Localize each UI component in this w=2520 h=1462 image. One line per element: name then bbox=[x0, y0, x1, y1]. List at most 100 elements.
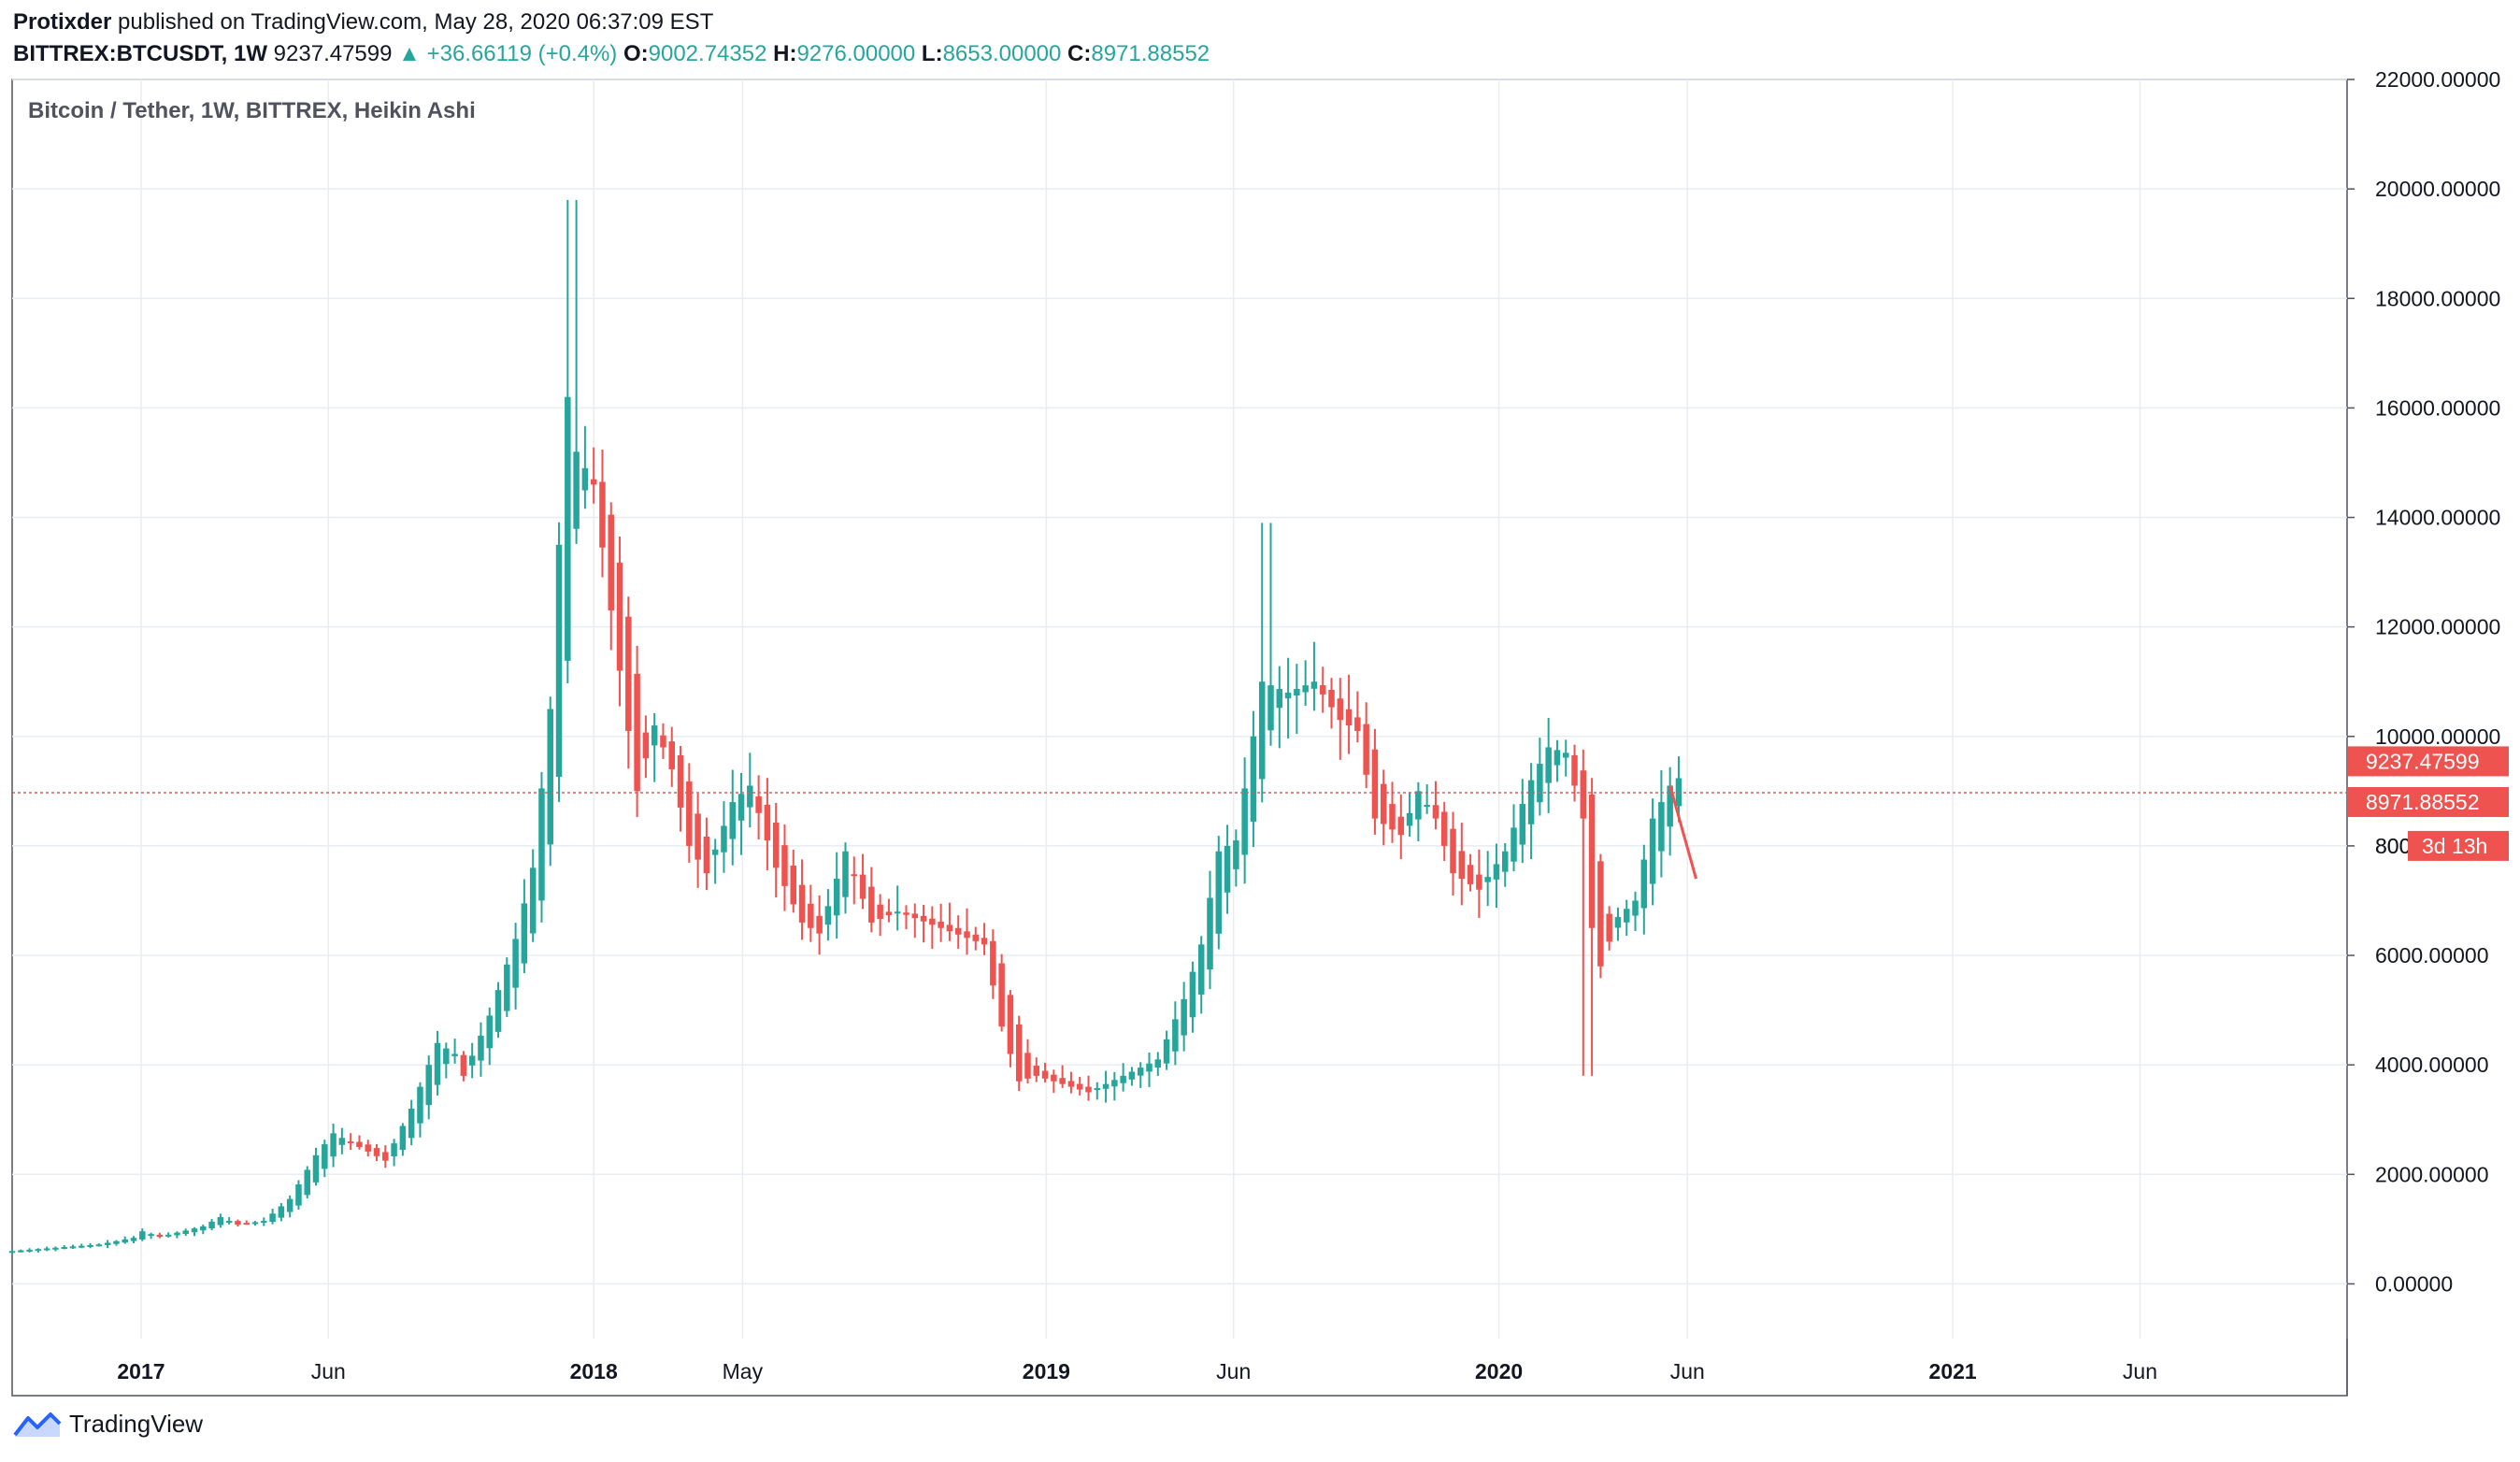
candle-body bbox=[885, 911, 893, 916]
high-value: 9276.00000 bbox=[796, 41, 916, 66]
candle-body bbox=[243, 1223, 250, 1226]
candle-body bbox=[1319, 685, 1326, 695]
candle-body bbox=[1120, 1075, 1126, 1083]
candle-body bbox=[1597, 861, 1604, 967]
candle-body bbox=[451, 1054, 458, 1056]
candle-body bbox=[512, 939, 519, 988]
candle-body bbox=[295, 1184, 302, 1206]
candle-body bbox=[677, 755, 684, 808]
candle-body bbox=[998, 963, 1005, 1027]
candle-body bbox=[1511, 827, 1517, 862]
candle-body bbox=[87, 1244, 93, 1247]
candle-body bbox=[35, 1249, 42, 1252]
candle-body bbox=[798, 884, 806, 923]
candle-body bbox=[711, 849, 719, 855]
close-label: C: bbox=[1067, 41, 1092, 66]
candle-body bbox=[1667, 785, 1673, 827]
candle-body bbox=[1389, 804, 1396, 830]
candle-body bbox=[747, 785, 753, 808]
candle-body bbox=[903, 912, 909, 915]
candle-body bbox=[529, 867, 537, 934]
tradingview-logo-icon bbox=[13, 1412, 62, 1437]
candle-body bbox=[1041, 1070, 1049, 1079]
candle-body bbox=[1354, 717, 1361, 731]
candle-body bbox=[43, 1248, 50, 1251]
candle-body bbox=[104, 1242, 111, 1245]
candle-body bbox=[347, 1141, 354, 1144]
open-label: O: bbox=[623, 41, 649, 66]
candle-body bbox=[868, 886, 875, 923]
tradingview-footer[interactable]: TradingView bbox=[13, 1410, 203, 1439]
candle-body bbox=[660, 735, 666, 748]
candle-body bbox=[590, 479, 597, 485]
candle-body bbox=[565, 396, 571, 661]
candle-body bbox=[113, 1240, 120, 1244]
candle-body bbox=[1545, 747, 1552, 783]
candle-body bbox=[755, 796, 762, 813]
candle-body bbox=[1424, 804, 1430, 807]
candle-body bbox=[1649, 818, 1656, 884]
candle-body bbox=[1614, 917, 1622, 928]
symbol-info: BITTREX:BTCUSDT, 1W 9237.47599 ▲ +36.661… bbox=[13, 41, 1210, 67]
candle-body bbox=[625, 616, 632, 731]
y-tick-label: 18000.00000 bbox=[2375, 286, 2500, 310]
candle-body bbox=[1076, 1083, 1083, 1090]
candle-body bbox=[1562, 752, 1569, 758]
candle-body bbox=[599, 481, 606, 548]
candle-body bbox=[468, 1055, 476, 1066]
countdown-text: 3d 13h bbox=[2422, 834, 2487, 858]
candle-body bbox=[929, 918, 936, 925]
price-label-box bbox=[2348, 746, 2509, 777]
candle-body bbox=[1233, 840, 1239, 869]
candle-body bbox=[373, 1148, 380, 1156]
price-chart[interactable]: 0.000002000.000004000.000006000.00000800… bbox=[0, 0, 2520, 1402]
candle-body bbox=[824, 906, 832, 925]
candle-body bbox=[217, 1216, 224, 1226]
candle-body bbox=[1588, 794, 1596, 928]
candle-body bbox=[833, 879, 840, 916]
candle-body bbox=[668, 741, 676, 769]
x-tick-label: 2018 bbox=[570, 1359, 618, 1383]
low-label: L: bbox=[921, 41, 943, 66]
candle-body bbox=[460, 1054, 467, 1076]
candles[interactable] bbox=[8, 199, 1682, 1254]
candle-body bbox=[434, 1042, 441, 1085]
candle-body bbox=[1215, 851, 1223, 934]
countdown-box bbox=[2408, 830, 2509, 861]
candle-body bbox=[911, 913, 919, 919]
candle-body bbox=[703, 836, 710, 874]
candle-body bbox=[694, 813, 701, 860]
candle-body bbox=[772, 822, 780, 868]
candle-body bbox=[573, 452, 580, 529]
candle-body bbox=[859, 874, 866, 899]
trend-line[interactable] bbox=[1668, 785, 1697, 880]
candle-body bbox=[816, 915, 823, 934]
candle-body bbox=[122, 1239, 128, 1243]
candle-body bbox=[382, 1152, 389, 1161]
candle-body bbox=[26, 1249, 33, 1252]
candle-body bbox=[1302, 685, 1309, 693]
candle-body bbox=[1632, 900, 1639, 916]
candle-body bbox=[946, 924, 953, 932]
candle-body bbox=[1067, 1081, 1075, 1087]
tradingview-logo-text: TradingView bbox=[69, 1410, 204, 1438]
price-label-box bbox=[2348, 786, 2509, 817]
candle-body bbox=[322, 1144, 328, 1169]
candle-body bbox=[1033, 1066, 1040, 1076]
candle-body bbox=[555, 544, 563, 777]
time-axis[interactable]: 2017 Jun 2018 May 2019 Jun 2020 Jun 2021 Jun bbox=[117, 1359, 2157, 1383]
candle-body bbox=[1163, 1039, 1170, 1064]
x-tick-label: Jun bbox=[1670, 1359, 1705, 1383]
candle-body bbox=[425, 1065, 432, 1106]
high-label: H: bbox=[773, 41, 797, 66]
candle-body bbox=[1501, 851, 1509, 872]
price-change: +36.66119 (+0.4%) bbox=[426, 41, 618, 66]
candle-body bbox=[69, 1246, 77, 1249]
candle-body bbox=[1337, 698, 1344, 721]
candle-body bbox=[737, 794, 745, 821]
candle-body bbox=[1458, 851, 1466, 880]
y-tick-label: 10000.00000 bbox=[2375, 724, 2500, 749]
candle-body bbox=[1537, 764, 1543, 803]
candle-body bbox=[981, 938, 988, 945]
price-axis[interactable]: 0.000002000.000004000.000006000.00000800… bbox=[2347, 67, 2509, 1296]
